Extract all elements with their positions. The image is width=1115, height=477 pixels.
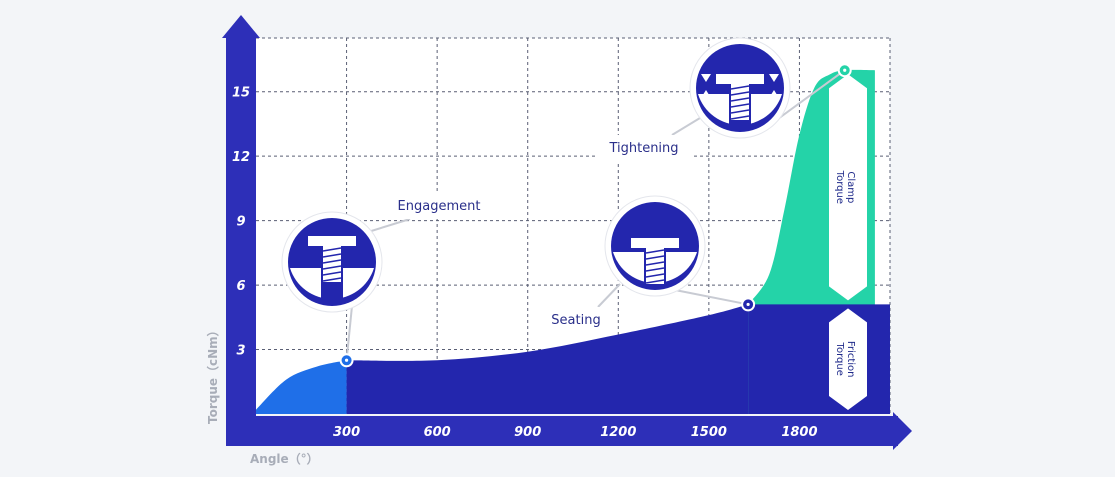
bolt-tightening-icon [698, 74, 782, 130]
torque-bands: FrictionTorque ClampTorque [829, 74, 867, 410]
connector-label [367, 218, 411, 233]
callouts: Engagement Seating Tightening [281, 37, 846, 361]
y-tick-9: 9 [236, 215, 245, 230]
band-label-0: FrictionTorque [834, 341, 856, 378]
y-axis [222, 15, 260, 446]
callout-tightening: Tightening [597, 37, 846, 161]
x-tick-1500: 1500 [691, 425, 727, 440]
y-axis-title: Torque（cNm） [205, 324, 220, 424]
x-tick-1200: 1200 [600, 425, 636, 440]
area-engagement [256, 360, 347, 414]
label-box [597, 135, 691, 161]
connector-marker [674, 289, 749, 306]
marker-1 [741, 297, 756, 312]
label-box [386, 193, 492, 219]
band-arrow-1 [829, 74, 867, 301]
area-seating [346, 304, 749, 414]
bolt-seating-icon [613, 238, 697, 288]
bolt-engagement-icon [290, 236, 374, 304]
x-tick-900: 900 [514, 425, 541, 440]
band-arrow-0 [829, 308, 867, 410]
x-axis [226, 412, 912, 450]
connector-label [671, 117, 701, 136]
y-tick-6: 6 [236, 279, 245, 294]
y-tick-12: 12 [232, 150, 250, 165]
callout-engagement: Engagement [281, 193, 492, 361]
label-box [539, 307, 613, 333]
label-engagement: Engagement [398, 199, 481, 214]
x-tick-300: 300 [333, 425, 360, 440]
x-tick-labels: 300 600 900 1200 1500 1800 [333, 425, 818, 440]
y-tick-labels: 3 6 9 12 15 [232, 86, 250, 359]
data-markers [339, 63, 852, 368]
marker-2 [837, 63, 852, 78]
marker-0 [339, 353, 354, 368]
callout-seating: Seating [539, 195, 749, 333]
band-label-1: ClampTorque [834, 170, 856, 204]
y-tick-15: 15 [232, 86, 250, 101]
label-tightening: Tightening [608, 141, 678, 156]
connector-marker [345, 305, 353, 361]
x-axis-title: Angle（°） [250, 451, 319, 466]
x-tick-600: 600 [424, 425, 451, 440]
y-tick-3: 3 [236, 344, 245, 359]
x-tick-1800: 1800 [781, 425, 817, 440]
label-seating: Seating [551, 313, 600, 328]
connector-label [597, 283, 621, 308]
area-friction-extension [748, 304, 890, 414]
